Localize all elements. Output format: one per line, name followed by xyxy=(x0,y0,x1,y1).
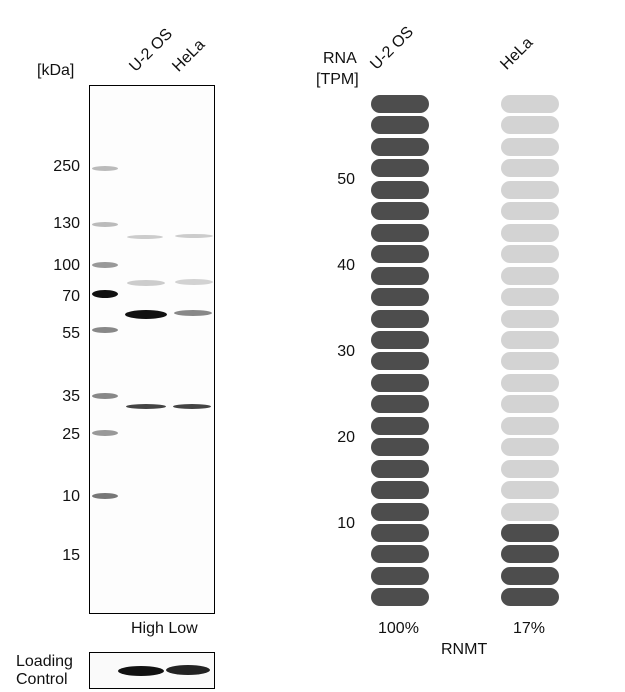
marker-label: 250 xyxy=(53,158,80,175)
lane-label-u2os: U-2 OS xyxy=(126,25,177,76)
rna-tick-label: 20 xyxy=(337,429,355,446)
rna-bar-segment xyxy=(371,137,429,156)
gene-name: RNMT xyxy=(441,641,488,658)
rna-bar-segment xyxy=(371,223,429,242)
rna-bar-segment xyxy=(501,202,559,221)
rna-bar-segment xyxy=(371,481,429,500)
rna-tick-label: 30 xyxy=(337,343,355,360)
marker-label: 10 xyxy=(62,488,80,505)
rna-cell-label-u2os: U-2 OS xyxy=(367,23,418,74)
rna-cell-label-hela: HeLa xyxy=(497,34,537,74)
rna-bar-segment xyxy=(371,502,429,521)
rna-bar-segment xyxy=(501,373,559,392)
rna-bar-segment xyxy=(371,330,429,349)
rna-bar-segment xyxy=(371,180,429,199)
loading-control-image xyxy=(89,652,215,689)
marker-label: 55 xyxy=(62,325,80,342)
rna-bar-segment xyxy=(501,159,559,178)
rna-bar-segment xyxy=(501,330,559,349)
rna-bar-segment xyxy=(371,395,429,414)
rna-bar-segment xyxy=(371,245,429,264)
rna-bar-segment xyxy=(371,309,429,328)
rna-bar-segment xyxy=(501,309,559,328)
rna-bar-segment xyxy=(371,524,429,542)
rna-tick-label: 10 xyxy=(337,515,355,532)
rna-bar-segment xyxy=(501,116,559,135)
rna-bar-segment xyxy=(501,352,559,371)
rna-bar-segment xyxy=(501,459,559,478)
rna-bar-segment xyxy=(371,116,429,135)
rna-bar-segment xyxy=(501,395,559,414)
marker-label: 130 xyxy=(53,215,80,232)
rna-bar-segment xyxy=(371,159,429,178)
rna-bar-segment xyxy=(501,137,559,156)
western-blot-image xyxy=(89,85,215,614)
rna-bar-segment xyxy=(501,438,559,457)
rna-tick-label: 50 xyxy=(337,171,355,188)
rna-bar-segment xyxy=(501,245,559,264)
kda-label: [kDa] xyxy=(37,62,75,79)
rna-bar-segment xyxy=(371,266,429,285)
rna-bar-segment xyxy=(371,459,429,478)
rna-bar-segment xyxy=(501,588,559,607)
expression-label: High Low xyxy=(131,620,198,637)
marker-label: 100 xyxy=(53,257,80,274)
value-label-hela: 17% xyxy=(513,620,546,637)
rna-bar-segment xyxy=(501,180,559,199)
rna-bar-segment xyxy=(501,288,559,307)
rna-bar-segment xyxy=(371,352,429,371)
rna-bar-segment xyxy=(371,545,429,564)
rna-bar-segment xyxy=(371,288,429,307)
rna-bar-segment xyxy=(371,202,429,221)
marker-label: 15 xyxy=(62,547,80,564)
rna-bar-segment xyxy=(371,95,429,113)
rna-bar-segment xyxy=(501,95,559,113)
rna-bar-segment xyxy=(501,524,559,542)
rna-bar-segment xyxy=(501,266,559,285)
rna-bar-segment xyxy=(501,481,559,500)
marker-label: 35 xyxy=(62,388,80,405)
rna-bar-segment xyxy=(371,588,429,607)
rna-bar-segment xyxy=(371,373,429,392)
loading-control-label-2: Control xyxy=(16,671,68,688)
value-label-u2os: 100% xyxy=(378,620,419,637)
rna-bar-segment xyxy=(371,416,429,435)
marker-label: 25 xyxy=(62,426,80,443)
marker-label: 70 xyxy=(62,288,80,305)
rna-bar-segment xyxy=(371,438,429,457)
rna-bar-segment xyxy=(501,566,559,585)
rna-bar-segment xyxy=(501,223,559,242)
rna-bar-segment xyxy=(371,566,429,585)
tpm-label: [TPM] xyxy=(316,71,359,88)
rna-tick-label: 40 xyxy=(337,257,355,274)
rna-bar-segment xyxy=(501,416,559,435)
rna-label: RNA xyxy=(323,50,357,67)
rna-bar-segment xyxy=(501,545,559,564)
loading-control-label: Loading xyxy=(16,653,73,670)
rna-bar-segment xyxy=(501,502,559,521)
lane-label-hela: HeLa xyxy=(169,36,209,76)
